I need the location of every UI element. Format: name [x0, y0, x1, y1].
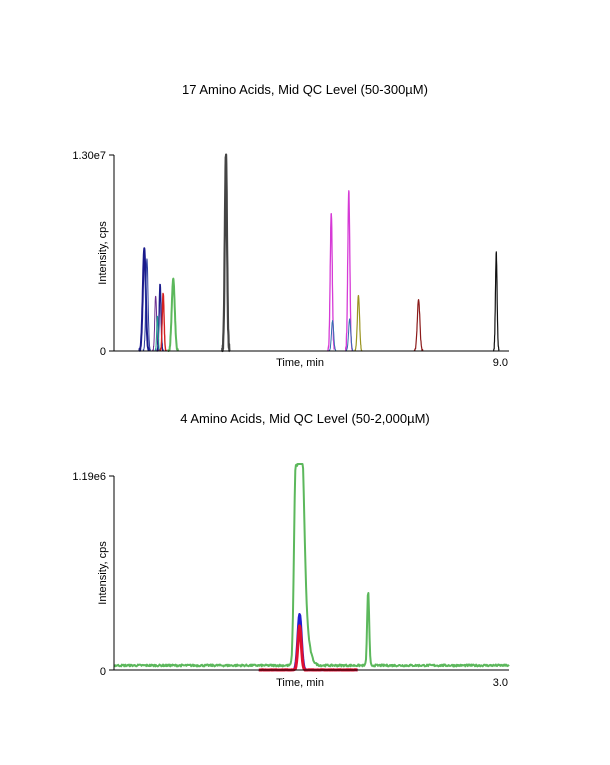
- chart-1-y-tick-label-bottom: 0: [100, 346, 106, 358]
- chart-1-y-label: Intensity, cps: [97, 221, 109, 285]
- chart-1-plot-area: [138, 153, 500, 353]
- chart-2: 4 Amino Acids, Mid QC Level (50-2,000µM)…: [72, 411, 510, 689]
- chart-1-peak-12-peak-1: [413, 299, 424, 352]
- chart-2-plot-area: [113, 463, 510, 672]
- chart-1: 17 Amino Acids, Mid QC Level (50-300µM) …: [72, 82, 509, 369]
- chart-1-x-tick-label-end: 9.0: [493, 357, 508, 369]
- chart-2-y-tick-label-top: 1.19e6: [72, 471, 106, 483]
- chart-1-peak-13-peak-1: [492, 251, 500, 352]
- chart-2-trace-green: [113, 463, 510, 668]
- chart-1-peak-8-peak-1: [221, 153, 231, 353]
- chart-1-x-label: Time, min: [276, 357, 324, 369]
- chart-1-peak-10-peak-1: [328, 320, 337, 352]
- chart-2-title: 4 Amino Acids, Mid QC Level (50-2,000µM): [180, 411, 430, 426]
- chart-2-y-tick-label-bottom: 0: [100, 666, 106, 678]
- chart-2-y-label: Intensity, cps: [97, 541, 109, 605]
- chart-1-peak-9-peak-1: [327, 213, 336, 352]
- chart-1-peak-10-peak-2: [345, 318, 354, 352]
- chart-1-peak-4-peak-1: [156, 283, 164, 352]
- chart-2-x-tick-label-end: 3.0: [493, 677, 508, 689]
- chart-1-peak-5-peak-1: [154, 315, 161, 352]
- chart-1-peak-6-peak-1: [159, 292, 167, 352]
- chart-1-peak-11-peak-1: [354, 294, 363, 352]
- chart-1-title: 17 Amino Acids, Mid QC Level (50-300µM): [182, 82, 428, 97]
- chart-1-y-tick-label-top: 1.30e7: [72, 150, 106, 162]
- chart-1-peak-7-peak-1: [167, 277, 180, 352]
- chart-1-peak-1-peak-1: [138, 247, 151, 352]
- chart-1-peak-2-peak-1: [142, 258, 151, 352]
- chart-2-x-label: Time, min: [276, 677, 324, 689]
